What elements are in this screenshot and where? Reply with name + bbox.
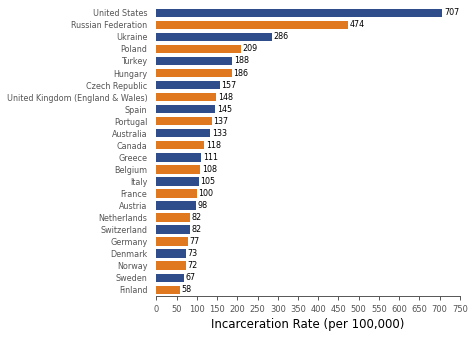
Bar: [156, 225, 190, 234]
Bar: [156, 286, 180, 294]
X-axis label: Incarceration Rate (per 100,000): Incarceration Rate (per 100,000): [211, 318, 405, 331]
Text: 137: 137: [213, 117, 228, 126]
Bar: [156, 45, 241, 53]
Bar: [156, 69, 232, 77]
Bar: [156, 33, 272, 41]
Bar: [156, 117, 212, 125]
Text: 474: 474: [350, 20, 365, 29]
Text: 105: 105: [201, 177, 216, 186]
Text: 77: 77: [189, 237, 200, 246]
Bar: [156, 165, 200, 174]
Bar: [156, 201, 196, 210]
Bar: [156, 250, 186, 258]
Text: 118: 118: [206, 141, 221, 150]
Bar: [156, 105, 215, 113]
Bar: [156, 273, 183, 282]
Text: 145: 145: [217, 105, 232, 114]
Text: 73: 73: [188, 249, 198, 258]
Bar: [156, 57, 232, 65]
Text: 707: 707: [444, 8, 459, 17]
Bar: [156, 21, 348, 29]
Text: 58: 58: [182, 285, 191, 294]
Bar: [156, 8, 442, 17]
Bar: [156, 153, 201, 162]
Bar: [156, 177, 199, 186]
Bar: [156, 189, 197, 198]
Text: 148: 148: [218, 92, 233, 102]
Text: 100: 100: [199, 189, 213, 198]
Bar: [156, 237, 188, 246]
Text: 186: 186: [233, 69, 248, 78]
Text: 82: 82: [191, 225, 201, 234]
Text: 82: 82: [191, 213, 201, 222]
Bar: [156, 81, 220, 89]
Bar: [156, 261, 185, 270]
Bar: [156, 141, 204, 150]
Text: 133: 133: [212, 129, 227, 138]
Text: 286: 286: [273, 32, 289, 41]
Text: 67: 67: [185, 273, 195, 282]
Text: 98: 98: [198, 201, 208, 210]
Text: 108: 108: [202, 165, 217, 174]
Bar: [156, 93, 216, 101]
Text: 111: 111: [203, 153, 218, 162]
Bar: [156, 213, 190, 222]
Text: 188: 188: [234, 56, 249, 66]
Text: 157: 157: [221, 81, 237, 89]
Bar: [156, 129, 210, 137]
Text: 72: 72: [187, 261, 197, 270]
Text: 209: 209: [243, 45, 258, 53]
